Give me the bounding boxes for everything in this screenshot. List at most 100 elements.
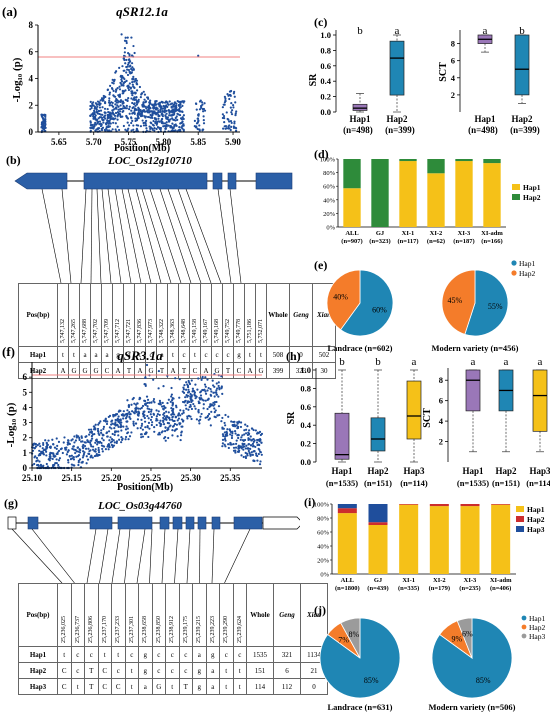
base-cell: c <box>165 646 180 663</box>
box-Hap3 <box>532 369 548 432</box>
n-label: (n=323) <box>369 238 390 245</box>
panel-letter-h: (h) <box>286 349 301 363</box>
position-cell: 25,239,624 <box>232 583 247 647</box>
y-tick-label: 0% <box>320 572 329 579</box>
slice-label: 85% <box>364 676 379 685</box>
panel-letter-b: (b) <box>6 153 21 167</box>
x-tick-label: 25.30 <box>180 473 201 483</box>
legend-swatch <box>516 526 524 532</box>
n-label: (n=907) <box>341 238 362 245</box>
legend-label: Hap3 <box>529 632 545 641</box>
base-cell: a <box>138 678 153 695</box>
y-tick-label: 0.4 <box>320 76 331 86</box>
n-label: (n=166) <box>481 238 502 245</box>
exon-b-5 <box>255 172 293 190</box>
category-label: XI-1 <box>402 230 415 237</box>
base-cell: c <box>178 662 193 679</box>
legend-swatch <box>521 615 527 621</box>
legend-swatch <box>521 624 527 630</box>
x-tick-label: 5.80 <box>156 137 172 147</box>
n-label-c-sct-hap1: (n=498) <box>468 125 498 135</box>
haplotype-table-b: Pos(bp) 5,747,132 5,747,265 5,747,688 5,747,… <box>18 283 336 379</box>
base-cell: c <box>70 646 85 663</box>
slice-label: 40% <box>333 293 348 302</box>
count-cell: 30 <box>312 362 336 379</box>
y-tick-label: 0 <box>23 463 28 473</box>
x-tick-label: 25.20 <box>101 473 122 483</box>
boxplots-c: (c) SR 0.00.20.40.60.81.0 b a Hap1 Hap2 … <box>308 15 540 135</box>
snp-points-a <box>40 33 238 134</box>
n-label: (n=117) <box>397 238 418 245</box>
y-tick-label: 6 <box>29 47 34 57</box>
base-cell: c <box>151 662 166 679</box>
category-label: XI-1 <box>402 577 415 584</box>
n-label: (n=406) <box>490 585 511 592</box>
sig-letter: a <box>538 356 543 368</box>
category-label: GJ <box>374 577 383 584</box>
boxes-c-sct <box>477 34 530 104</box>
exon-b-2 <box>83 172 208 190</box>
y-axis-label-h-sr: SR <box>286 411 297 425</box>
x-axis-label-f: Position(Mb) <box>117 482 173 493</box>
base-cell: c <box>111 662 126 679</box>
position-cell: 5,748,648 <box>178 283 190 347</box>
bar-XI-3-Hap2 <box>460 504 480 507</box>
exon-g-7 <box>197 516 207 530</box>
n-label: (n=114) <box>526 478 550 488</box>
position-cell: 5,747,836 <box>134 283 146 347</box>
x-tick-label: 5.90 <box>225 137 241 147</box>
y-tick-label: 2 <box>29 100 34 110</box>
haplotype-table-g: Pos(bp) 25,236,025 25,236,737 25,236,806 25,… <box>18 583 328 695</box>
count-cell: 399 <box>266 362 290 379</box>
position-cell: 5,748,363 <box>167 283 179 347</box>
base-cell: c <box>219 646 234 663</box>
position-cell: 5,749,158 <box>189 283 201 347</box>
snp-points-f <box>31 363 264 470</box>
y-tick-label: 6 <box>451 56 455 66</box>
n-label-c-sr-hap2: (n=399) <box>385 125 415 135</box>
position-cell: 25,236,806 <box>84 583 99 647</box>
utr-5-g <box>7 516 17 530</box>
legend-label: Hap3 <box>527 525 545 534</box>
exon-g-5 <box>172 516 183 530</box>
pie-landrace-e-slice-1 <box>326 269 361 331</box>
count-cell: 321 <box>273 646 301 663</box>
group-label-c-sct-hap1: Hap1 <box>474 114 496 124</box>
n-label: (n=439) <box>367 585 388 592</box>
bar-XI-adm-Hap2 <box>483 159 501 164</box>
base-cell: T <box>84 662 99 679</box>
base-cell: C <box>57 678 72 695</box>
base-cell: t <box>124 678 139 695</box>
y-tick-label: 8 <box>439 375 443 385</box>
stacked-bar-d: (d) 0% 20% 40% 60% 80% 100% ALL(n=907) GJ(n=323… <box>314 147 541 245</box>
count-cell: 6 <box>273 662 301 679</box>
bar-ALL-Hap2 <box>343 159 361 189</box>
table-row: Hap1 t c c t t c g c c c a g c c 1535 321 1134 <box>18 646 328 663</box>
base-cell: t <box>232 662 247 679</box>
y-tick-label: 40% <box>323 197 336 204</box>
exon-g-9 <box>233 516 263 530</box>
n-label: (n=235) <box>459 585 480 592</box>
slice-label: 7% <box>338 635 349 644</box>
y-tick-label: 60% <box>323 184 336 191</box>
panel-letter-j: (j) <box>314 603 326 617</box>
x-tick-label: 5.70 <box>86 137 102 147</box>
slice-label: 9% <box>451 634 462 643</box>
y-axis-label-c-sct: SCT <box>438 62 449 82</box>
exon-g-1 <box>27 516 39 530</box>
group-label-c-sr-hap1: Hap1 <box>349 114 371 124</box>
category-label: XI-adm <box>490 577 512 584</box>
gene-model-b: (b) LOC_Os12g10710 <box>6 153 293 190</box>
position-cell: 5,747,709 <box>101 283 113 347</box>
n-label: (n=1535) <box>457 478 489 488</box>
position-cell: 5,749,752 <box>222 283 234 347</box>
position-cell: 25,238,850 <box>151 583 166 647</box>
position-cell: 5,752,071 <box>255 283 267 347</box>
base-cell: g <box>192 662 207 679</box>
count-cell: 323 <box>289 362 313 379</box>
count-cell: 151 <box>246 662 274 679</box>
panel-letter-d: (d) <box>314 147 329 161</box>
category-label: ALL <box>345 230 359 237</box>
